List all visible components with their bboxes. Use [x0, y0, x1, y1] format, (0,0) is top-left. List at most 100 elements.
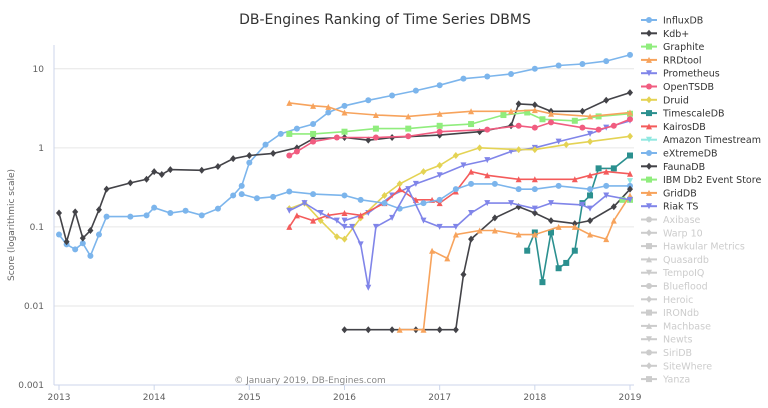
series-line-extremedb: [241, 183, 630, 210]
legend-item-tempoiq[interactable]: TempoIQ: [641, 268, 704, 279]
legend-item-opentsdb[interactable]: OpenTSDB: [641, 82, 714, 93]
legend-item-rrdtool[interactable]: RRDtool: [641, 55, 702, 66]
legend-label: IRONdb: [663, 308, 699, 319]
series-opentsdb: [286, 116, 633, 159]
legend-item-amazon-timestream[interactable]: Amazon Timestream: [641, 135, 761, 146]
data-point-rrdtool: [286, 99, 293, 106]
data-point-faunadb: [627, 185, 633, 193]
legend-item-griddb[interactable]: GridDB: [641, 188, 697, 199]
data-point-kdb-: [79, 234, 86, 242]
legend-marker-icon: [646, 349, 652, 356]
legend-item-axibase[interactable]: Axibase: [641, 215, 701, 226]
data-point-influxdb: [167, 209, 174, 216]
legend-item-kairosdb[interactable]: KairosDB: [641, 122, 706, 133]
data-point-influxdb: [555, 62, 562, 69]
data-point-kdb-: [531, 101, 538, 109]
legend-item-riak-ts[interactable]: Riak TS: [641, 202, 698, 213]
legend-item-siridb[interactable]: SiriDB: [641, 348, 692, 359]
legend-item-faunadb[interactable]: FaunaDB: [641, 162, 705, 173]
legend-item-warp-10[interactable]: Warp 10: [641, 228, 703, 239]
legend-marker-icon: [646, 83, 652, 90]
legend-item-graphite[interactable]: Graphite: [641, 42, 705, 53]
data-point-riak-ts: [603, 192, 610, 199]
data-point-kdb-: [103, 185, 110, 193]
legend-item-hawkular-metrics[interactable]: Hawkular Metrics: [641, 242, 745, 253]
legend-item-yanza[interactable]: Yanza: [641, 375, 690, 386]
y-tick-label: 0.01: [24, 302, 44, 312]
data-point-kairosdb: [357, 212, 364, 219]
legend-item-kdb-[interactable]: Kdb+: [641, 29, 689, 40]
legend-item-sitewhere[interactable]: SiteWhere: [641, 361, 712, 372]
legend-item-irondb[interactable]: IRONdb: [641, 308, 699, 319]
data-point-faunadb: [460, 270, 467, 278]
data-point-influxdb: [87, 252, 94, 259]
data-point-graphite: [310, 130, 317, 137]
data-point-kdb-: [579, 107, 586, 115]
legend-item-machbase[interactable]: Machbase: [641, 321, 711, 332]
data-point-griddb: [396, 326, 403, 333]
data-point-influxdb: [198, 212, 205, 219]
data-point-faunadb: [491, 214, 498, 222]
data-point-griddb: [444, 255, 451, 262]
legend-marker-icon: [646, 243, 652, 250]
legend-marker-icon: [646, 295, 652, 303]
data-point-timescaledb: [610, 165, 617, 172]
data-point-influxdb: [603, 58, 610, 65]
series-amazon-timestream: [627, 178, 633, 185]
data-point-faunadb: [389, 326, 396, 334]
data-point-opentsdb: [405, 133, 412, 140]
legend-item-druid[interactable]: Druid: [641, 95, 689, 106]
data-point-griddb: [452, 231, 459, 238]
data-point-kairosdb: [436, 200, 443, 207]
legend-marker-icon: [646, 136, 652, 143]
data-point-kairosdb: [603, 168, 610, 175]
legend-item-heroic[interactable]: Heroic: [641, 295, 693, 306]
chart-title: DB-Engines Ranking of Time Series DBMS: [239, 12, 531, 28]
data-point-opentsdb: [595, 126, 602, 133]
legend-item-timescaledb[interactable]: TimescaleDB: [641, 109, 725, 120]
legend-item-newts[interactable]: Newts: [641, 335, 692, 346]
data-point-timescaledb: [548, 229, 555, 236]
x-tick-label: 2014: [143, 393, 166, 403]
data-point-kdb-: [95, 206, 102, 214]
data-point-extremedb: [341, 192, 348, 199]
data-point-kairosdb: [571, 176, 578, 183]
legend-item-blueflood[interactable]: Blueflood: [641, 282, 708, 293]
data-point-opentsdb: [548, 119, 555, 126]
data-point-influxdb: [95, 231, 102, 238]
legend-item-influxdb[interactable]: InfluxDB: [641, 16, 703, 27]
legend-item-extremedb[interactable]: eXtremeDB: [641, 149, 718, 160]
data-point-kdb-: [214, 163, 221, 171]
legend-label: GridDB: [663, 188, 697, 199]
legend-label: TimescaleDB: [662, 109, 725, 120]
data-point-kairosdb: [515, 176, 522, 183]
data-point-griddb: [571, 223, 578, 230]
series-influxdb: [56, 51, 633, 259]
data-point-rrdtool: [587, 113, 594, 120]
data-point-timescaledb: [627, 152, 633, 159]
data-point-druid: [436, 161, 443, 169]
legend-item-quasardb[interactable]: Quasardb: [641, 255, 709, 266]
legend-item-ibm-db2-event-store[interactable]: IBM Db2 Event Store: [641, 175, 761, 186]
legend-label: Kdb+: [663, 29, 689, 40]
data-point-faunadb: [436, 326, 443, 334]
credit-text[interactable]: © January 2019, DB-Engines.com: [234, 376, 385, 386]
data-point-kdb-: [56, 209, 62, 217]
data-point-influxdb: [103, 213, 110, 220]
data-point-graphite: [286, 130, 293, 137]
data-point-graphite: [372, 125, 379, 132]
data-point-extremedb: [515, 186, 522, 193]
legend-label: IBM Db2 Event Store: [663, 175, 761, 186]
legend-label: Heroic: [663, 295, 693, 306]
data-point-kairosdb: [531, 176, 538, 183]
data-point-druid: [381, 191, 388, 199]
legend-marker-icon: [646, 110, 652, 117]
data-point-influxdb: [277, 130, 284, 137]
data-point-timescaledb: [571, 247, 578, 254]
data-point-prometheus: [587, 130, 594, 137]
data-point-riak-ts: [349, 223, 356, 230]
data-point-riak-ts: [317, 209, 324, 216]
data-point-rrdtool: [627, 109, 633, 116]
data-point-extremedb: [253, 195, 260, 202]
legend-item-prometheus[interactable]: Prometheus: [641, 69, 720, 80]
